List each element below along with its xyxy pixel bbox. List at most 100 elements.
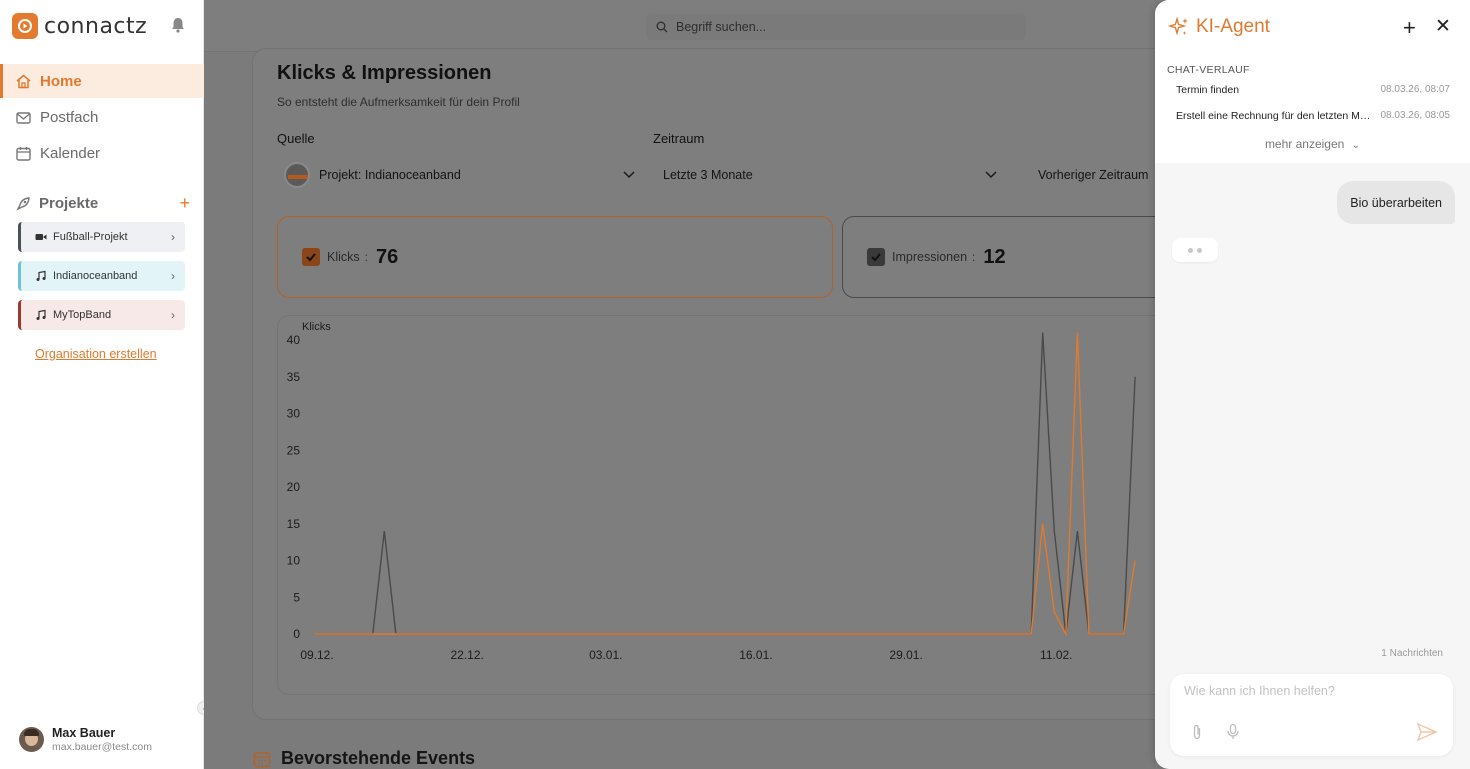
- y-tick-label: 0: [293, 627, 300, 641]
- history-item[interactable]: Termin finden 08.03.26, 08:07: [1176, 84, 1450, 96]
- project-fussball[interactable]: Fußball-Projekt ›: [18, 222, 185, 252]
- ki-agent-panel: KI-Agent + ✕ CHAT-VERLAUF Termin finden …: [1155, 0, 1470, 769]
- stats-card: [252, 48, 1192, 720]
- history-title: Erstell eine Rechnung für den letzten Mo…: [1176, 110, 1372, 122]
- history-item[interactable]: Erstell eine Rechnung für den letzten Mo…: [1176, 110, 1450, 122]
- typing-indicator: [1172, 238, 1218, 262]
- user-message-bubble: Bio überarbeiten: [1337, 181, 1455, 224]
- compare-value: Vorheriger Zeitraum: [1038, 168, 1149, 182]
- chevron-right-icon: ›: [171, 230, 175, 244]
- rocket-icon: [16, 196, 30, 211]
- period-label: Zeitraum: [653, 131, 705, 146]
- agent-title-text: KI-Agent: [1196, 16, 1270, 37]
- search-field[interactable]: Begriff suchen...: [646, 14, 1026, 40]
- page-title: Klicks & Impressionen: [277, 62, 492, 84]
- line-chart: Klicks 0 5 10 15 20 25 30 35 40 09.12. 22.12. 03.01.…: [287, 321, 1136, 662]
- period-select[interactable]: Letzte 3 Monate: [663, 158, 998, 192]
- events-header: Bevorstehende Events: [253, 748, 475, 769]
- y-tick-label: 40: [287, 333, 301, 347]
- project-indianoceanband[interactable]: Indianoceanband ›: [18, 261, 185, 291]
- compare-select[interactable]: Vorheriger Zeitraum: [1038, 158, 1158, 192]
- project-label: Fußball-Projekt: [53, 231, 128, 243]
- home-icon: [16, 74, 31, 88]
- nav-postfach[interactable]: Postfach: [0, 100, 204, 134]
- chevron-down-icon: [985, 171, 997, 179]
- search-placeholder: Begriff suchen...: [676, 20, 767, 34]
- calendar-icon: [16, 146, 31, 161]
- metric-value: 76: [376, 245, 399, 268]
- paperclip-icon[interactable]: [1190, 724, 1204, 740]
- music-icon: [36, 270, 46, 281]
- history-label: CHAT-VERLAUF: [1167, 64, 1250, 76]
- x-tick-label: 29.01.: [889, 648, 922, 662]
- history-date: 08.03.26, 08:07: [1380, 84, 1450, 95]
- projects-header: Projekte +: [15, 193, 190, 214]
- user-email: max.bauer@test.com: [52, 741, 152, 753]
- new-chat-button[interactable]: +: [1403, 15, 1416, 40]
- nav-kalender[interactable]: Kalender: [0, 136, 204, 170]
- bell-icon[interactable]: [169, 16, 187, 34]
- avatar: [19, 727, 44, 752]
- video-icon: [35, 234, 47, 240]
- search-icon: [656, 21, 668, 33]
- user-name: Max Bauer: [52, 726, 116, 740]
- microphone-icon[interactable]: [1226, 723, 1240, 740]
- metric-klicks[interactable]: Klicks : 76: [277, 216, 833, 298]
- x-tick-label: 22.12.: [450, 648, 483, 662]
- y-tick-label: 5: [293, 590, 300, 604]
- series-line-0: [315, 332, 1136, 635]
- history-date: 08.03.26, 08:05: [1380, 110, 1450, 121]
- nav-postfach-label: Postfach: [40, 108, 99, 126]
- agent-header: KI-Agent + ✕ CHAT-VERLAUF Termin finden …: [1155, 0, 1470, 163]
- chevron-down-icon: [623, 171, 635, 179]
- x-tick-label: 11.02.: [1040, 648, 1072, 662]
- chevron-right-icon: ›: [171, 269, 175, 283]
- y-tick-label: 20: [287, 480, 301, 494]
- show-more-label: mehr anzeigen: [1264, 137, 1345, 151]
- send-icon[interactable]: [1416, 722, 1438, 742]
- chat-composer: [1170, 674, 1453, 756]
- music-icon: [36, 309, 46, 320]
- project-mytopband[interactable]: MyTopBand ›: [18, 300, 185, 330]
- project-label: Indianoceanband: [53, 270, 138, 282]
- create-organisation-link[interactable]: Organisation erstellen: [35, 347, 157, 361]
- message-count: 1 Nachrichten: [1381, 648, 1443, 659]
- add-project-button[interactable]: +: [179, 193, 190, 213]
- nav-home-label: Home: [40, 72, 82, 90]
- agent-title: KI-Agent: [1168, 16, 1270, 38]
- nav-home[interactable]: Home: [0, 64, 204, 98]
- checkbox-klicks[interactable]: [302, 248, 320, 266]
- logo-icon: [12, 13, 38, 39]
- y-tick-label: 35: [287, 370, 301, 384]
- show-more-button[interactable]: mehr anzeigen ⌄: [1155, 137, 1470, 151]
- metric-label: Klicks: [327, 250, 360, 264]
- logo[interactable]: connactz: [12, 13, 147, 39]
- metric-impressionen[interactable]: Impressionen : 12: [842, 216, 1172, 298]
- period-value: Letzte 3 Monate: [663, 168, 753, 182]
- close-icon[interactable]: ✕: [1435, 16, 1451, 37]
- nav-kalender-label: Kalender: [40, 144, 101, 162]
- checkbox-impressionen[interactable]: [867, 248, 885, 266]
- page-subtitle: So entsteht die Aufmerksamkeit für dein …: [277, 95, 520, 109]
- y-axis-label: Klicks: [302, 321, 331, 333]
- chat-input[interactable]: [1184, 684, 1439, 698]
- metric-value: 12: [983, 245, 1006, 268]
- y-tick-label: 25: [287, 443, 301, 457]
- metric-label: Impressionen: [892, 250, 968, 264]
- project-label: MyTopBand: [53, 309, 112, 321]
- user-profile[interactable]: Max Bauer max.bauer@test.com: [19, 726, 152, 753]
- x-tick-label: 09.12.: [300, 648, 333, 662]
- x-tick-label: 16.01.: [739, 648, 772, 662]
- source-label: Quelle: [277, 131, 315, 146]
- chevron-down-icon: ⌄: [1351, 140, 1361, 151]
- main-content: Begriff suchen... Klicks & Impressionen …: [204, 0, 1192, 769]
- projects-label: Projekte: [39, 195, 99, 212]
- logo-text: connactz: [44, 13, 148, 39]
- source-select[interactable]: Projekt: Indianoceanband: [284, 158, 636, 192]
- chevron-right-icon: ›: [171, 308, 175, 322]
- mail-icon: [16, 111, 31, 124]
- calendar-icon: [253, 751, 271, 767]
- y-tick-label: 30: [287, 407, 301, 421]
- history-title: Termin finden: [1176, 84, 1240, 96]
- x-tick-label: 03.01.: [589, 648, 622, 662]
